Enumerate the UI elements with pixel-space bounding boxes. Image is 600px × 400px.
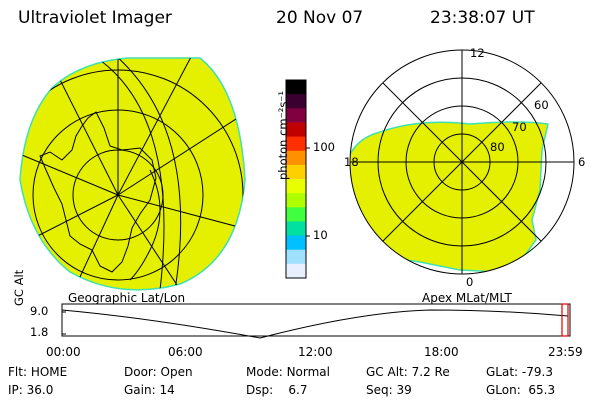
colorbar-stripe <box>286 249 306 265</box>
colorbar-stripe <box>286 193 306 208</box>
mlt-label-12: 12 <box>470 46 485 60</box>
colorbar-stripe <box>286 122 306 138</box>
status-mode: Mode: Normal <box>246 365 330 379</box>
colorbar-stripe <box>286 136 306 152</box>
mlat-label-70: 70 <box>512 120 527 134</box>
colorbar-stripe <box>286 235 306 251</box>
colorbar-stripe <box>286 164 306 180</box>
colorbar-stripe <box>286 207 306 222</box>
status-ip: IP: 36.0 <box>8 383 54 397</box>
colorbar-stripe <box>286 263 306 279</box>
alt-tick-9: 9.0 <box>30 304 49 318</box>
mlt-label-0: 0 <box>466 275 474 289</box>
status-door: Door: Open <box>124 365 193 379</box>
instrument-title: Ultraviolet Imager <box>18 8 172 28</box>
status-gain: Gain: 14 <box>124 383 175 397</box>
status-dsp: Dsp: 6.7 <box>246 383 308 397</box>
current-time-marker <box>561 303 569 337</box>
colorbar-stripe <box>286 108 306 123</box>
mlat-label-80: 80 <box>490 140 505 154</box>
colorbar-stripe <box>286 80 306 95</box>
alt-tick-1-8: 1.8 <box>30 325 49 339</box>
colorbar-stripe <box>286 150 306 166</box>
status-glon: GLon: 65.3 <box>486 383 556 397</box>
time-tick-2359: 23:59 <box>548 345 583 359</box>
colorbar-stripe <box>286 94 306 109</box>
left-image-fill <box>19 57 246 291</box>
mlt-label-18: 18 <box>344 155 359 169</box>
colorbar-stripe <box>286 179 306 194</box>
date-label: 20 Nov 07 <box>276 8 364 28</box>
time-tick-1800: 18:00 <box>424 345 459 359</box>
time-tick-0600: 06:00 <box>168 345 203 359</box>
status-seq: Seq: 39 <box>366 383 412 397</box>
geographic-caption: Geographic Lat/Lon <box>68 291 186 305</box>
time-label: 23:38:07 UT <box>430 8 535 28</box>
time-tick-0000: 00:00 <box>46 345 81 359</box>
time-tick-1200: 12:00 <box>298 345 333 359</box>
apex-caption: Apex MLat/MLT <box>422 291 512 305</box>
colorbar-tick-100: 100 <box>313 140 335 154</box>
colorbar-stripe <box>286 221 306 237</box>
mlt-label-6: 6 <box>578 155 586 169</box>
altitude-axis-label: GC Alt <box>12 269 26 306</box>
mlat-label-60: 60 <box>534 98 549 112</box>
status-glat: GLat: -79.3 <box>486 365 553 379</box>
colorbar-tick-10: 10 <box>313 228 328 242</box>
status-flt: Flt: HOME <box>8 365 68 379</box>
status-gc-alt: GC Alt: 7.2 Re <box>366 365 450 379</box>
